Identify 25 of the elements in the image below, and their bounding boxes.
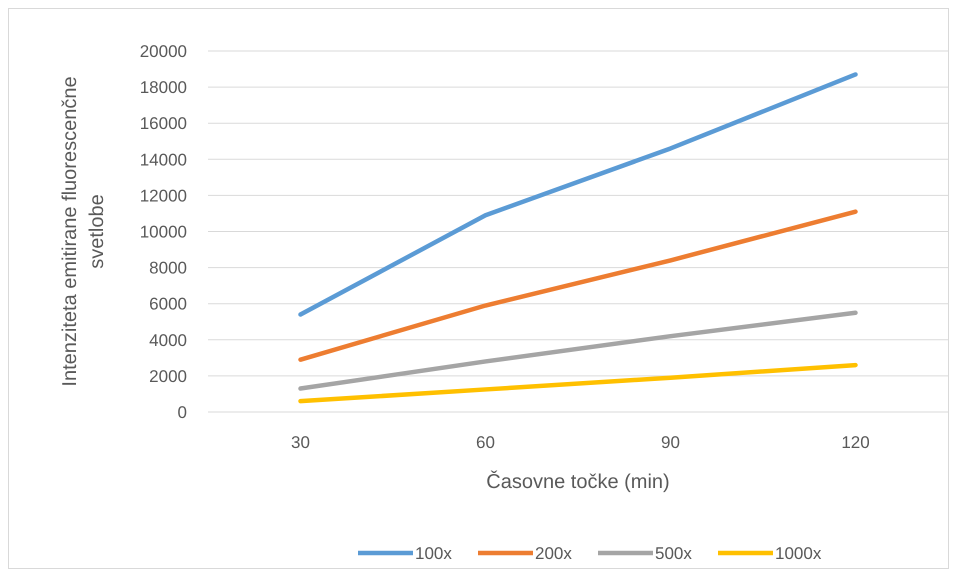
- y-tick-label: 12000: [140, 186, 187, 206]
- y-tick-label: 2000: [149, 366, 187, 386]
- y-tick-label: 0: [178, 402, 187, 422]
- legend-label: 100x: [415, 544, 452, 563]
- line-series: [298, 362, 858, 404]
- line-series: [298, 209, 858, 362]
- x-tick-label: 120: [841, 433, 870, 452]
- legend-label: 500x: [655, 544, 692, 563]
- y-tick-label: 8000: [149, 258, 187, 278]
- x-axis-title: Časovne točke (min): [486, 470, 670, 493]
- legend-label: 1000x: [775, 544, 822, 563]
- y-tick-label: 16000: [140, 114, 187, 134]
- line-series: [298, 72, 858, 317]
- y-tick-label: 18000: [140, 78, 187, 98]
- y-tick-label: 14000: [140, 150, 187, 170]
- legend-label: 200x: [535, 544, 572, 563]
- x-tick-label: 90: [661, 433, 680, 452]
- y-tick-label: 4000: [149, 330, 187, 350]
- x-tick-label: 60: [476, 433, 495, 452]
- y-tick-label: 20000: [140, 42, 187, 61]
- y-axis-title: Intenziteta emitirane fluorescenčne svetlobe: [59, 76, 108, 387]
- y-tick-label: 10000: [140, 222, 187, 242]
- line-series: [298, 310, 858, 391]
- y-tick-label: 6000: [149, 294, 187, 314]
- x-tick-label: 30: [291, 433, 310, 452]
